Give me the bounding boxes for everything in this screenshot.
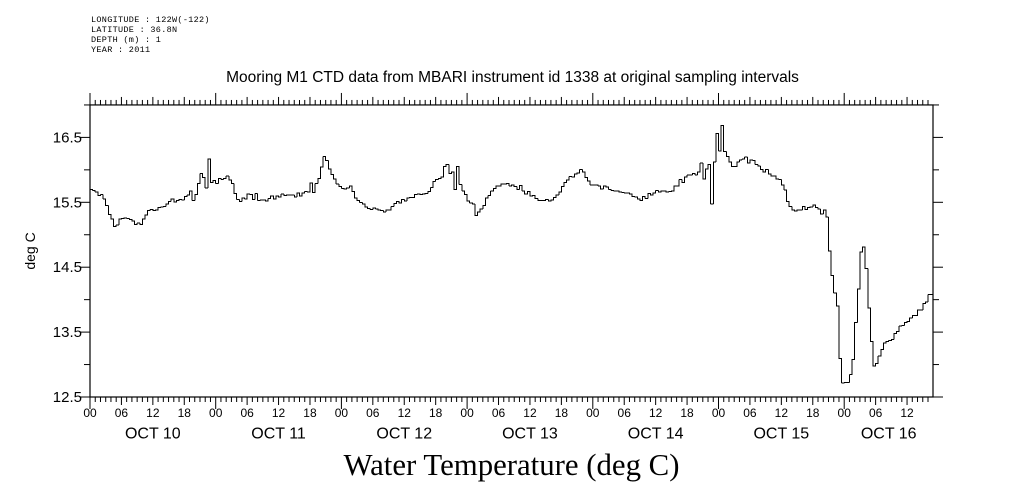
svg-text:06: 06: [240, 406, 254, 420]
svg-text:15.5: 15.5: [53, 194, 82, 211]
svg-text:deg C: deg C: [22, 232, 38, 269]
svg-text:12: 12: [146, 406, 160, 420]
svg-text:06: 06: [618, 406, 632, 420]
svg-text:00: 00: [83, 406, 97, 420]
svg-text:00: 00: [838, 406, 852, 420]
svg-text:06: 06: [743, 406, 757, 420]
svg-text:18: 18: [429, 406, 443, 420]
svg-text:12: 12: [398, 406, 412, 420]
svg-text:OCT 12: OCT 12: [376, 426, 432, 443]
svg-text:14.5: 14.5: [53, 259, 82, 276]
svg-text:00: 00: [209, 406, 223, 420]
svg-text:18: 18: [303, 406, 317, 420]
svg-text:16.5: 16.5: [53, 129, 82, 146]
svg-text:OCT 14: OCT 14: [628, 426, 684, 443]
svg-text:OCT 15: OCT 15: [753, 426, 809, 443]
svg-text:00: 00: [712, 406, 726, 420]
svg-text:06: 06: [492, 406, 506, 420]
svg-text:OCT 13: OCT 13: [502, 426, 558, 443]
svg-text:13.5: 13.5: [53, 324, 82, 341]
svg-text:12: 12: [523, 406, 537, 420]
svg-text:00: 00: [586, 406, 600, 420]
svg-text:06: 06: [115, 406, 129, 420]
svg-text:00: 00: [335, 406, 349, 420]
svg-text:18: 18: [178, 406, 192, 420]
svg-text:06: 06: [366, 406, 380, 420]
svg-text:12: 12: [649, 406, 663, 420]
svg-text:18: 18: [806, 406, 820, 420]
svg-text:18: 18: [680, 406, 694, 420]
svg-text:12: 12: [272, 406, 286, 420]
svg-text:OCT 10: OCT 10: [125, 426, 181, 443]
svg-text:OCT 16: OCT 16: [861, 426, 917, 443]
svg-text:06: 06: [869, 406, 883, 420]
svg-text:OCT 11: OCT 11: [251, 426, 306, 443]
svg-text:12: 12: [775, 406, 789, 420]
svg-text:12: 12: [900, 406, 914, 420]
svg-text:18: 18: [555, 406, 569, 420]
svg-text:00: 00: [460, 406, 474, 420]
svg-text:12.5: 12.5: [53, 389, 82, 406]
